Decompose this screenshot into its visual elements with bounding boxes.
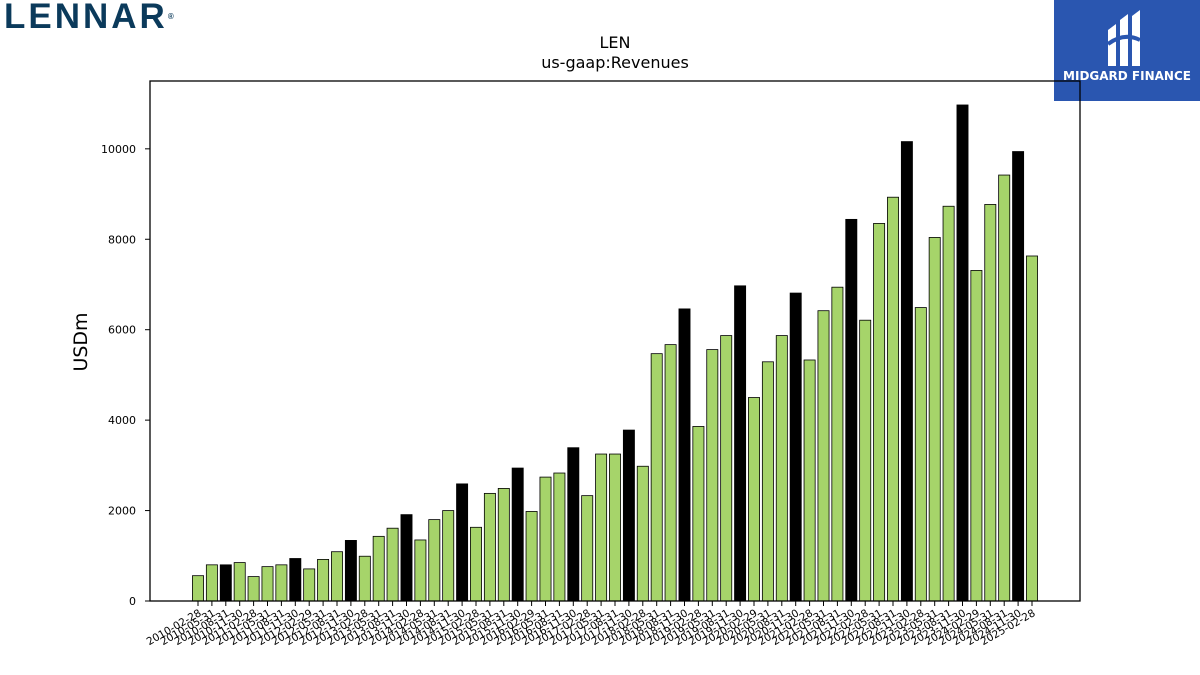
bar-2020-11-30: [789, 292, 802, 602]
bar-2017-11-30: [622, 429, 635, 602]
bar-2019-11-30: [734, 285, 747, 602]
bar-2022-11-30: [900, 141, 913, 602]
bar-2015-05-31: [483, 492, 496, 602]
bar-2012-05-31: [317, 559, 330, 602]
bar-2019-05-31: [706, 349, 719, 602]
bar-2024-11-30: [1012, 151, 1025, 602]
bar-2014-05-31: [428, 519, 441, 602]
bar-2015-02-28: [470, 526, 482, 602]
bar-2018-02-28: [636, 465, 649, 602]
publisher-name: MIDGARD FINANCE: [1063, 69, 1191, 83]
publisher-logo: MIDGARD FINANCE: [1054, 0, 1200, 101]
bar-2011-02-28: [247, 576, 260, 602]
y-tick-label: 0: [129, 595, 136, 608]
bar-2024-08-31: [998, 174, 1011, 602]
y-tick-label: 10000: [101, 143, 136, 156]
bar-2021-02-28: [803, 359, 816, 602]
bar-2017-05-31: [595, 453, 608, 602]
company-logo: LENNAR®: [4, 0, 174, 34]
bar-2018-05-31: [650, 353, 663, 602]
bar-2021-05-31: [817, 310, 830, 602]
company-logo-text: LENNAR: [4, 0, 168, 36]
bar-2020-05-31: [761, 361, 774, 602]
plot-frame: [149, 80, 1081, 602]
bar-2014-11-30: [456, 483, 469, 602]
y-tick-label: 4000: [108, 414, 136, 427]
midgard-mark-icon: [1106, 10, 1141, 66]
bar-2023-02-28: [914, 307, 927, 602]
bar-2024-05-31: [984, 204, 997, 602]
bar-2010-11-30: [233, 562, 246, 602]
bar-2022-05-31: [873, 223, 886, 602]
bar-2021-11-30: [845, 218, 858, 602]
bar-2014-02-28: [414, 539, 427, 602]
bar-2018-08-31: [664, 344, 677, 602]
bar-2021-08-31: [831, 286, 844, 602]
bar-2022-02-28: [859, 319, 872, 602]
y-tick-label: 6000: [108, 324, 136, 337]
bar-2017-02-28: [581, 495, 594, 602]
chart-title: LEN: [600, 33, 631, 52]
bar-2020-02-29: [748, 397, 760, 602]
bars-group: [192, 104, 1038, 602]
x-axis: 2010-02-282010-05-312010-08-312010-11-30…: [145, 601, 1038, 648]
bar-2015-08-31: [497, 488, 510, 602]
bar-2016-11-30: [567, 447, 580, 602]
bar-2020-08-31: [775, 335, 788, 602]
bar-2012-08-31: [331, 551, 343, 602]
bar-2011-05-31: [261, 566, 274, 602]
y-tick-label: 2000: [108, 505, 136, 518]
bar-2010-05-31: [205, 564, 218, 602]
y-tick-label: 8000: [108, 233, 136, 246]
company-logo-reg: ®: [167, 12, 174, 21]
bar-2010-02-28: [192, 575, 204, 602]
bar-2023-11-30: [956, 104, 969, 602]
bar-2018-11-30: [678, 308, 691, 602]
bar-2025-02-28: [1026, 255, 1038, 602]
bar-2019-08-31: [720, 335, 733, 602]
bar-2016-02-29: [525, 511, 538, 602]
bar-2012-11-30: [344, 540, 357, 602]
bar-2016-08-31: [553, 472, 566, 602]
bar-2024-02-29: [970, 270, 983, 602]
bar-2010-08-31: [219, 564, 232, 602]
chart-subtitle: us-gaap:Revenues: [541, 53, 689, 72]
bar-2012-02-29: [303, 568, 316, 602]
bar-2011-08-31: [275, 564, 288, 602]
bar-2013-11-30: [400, 514, 413, 602]
bar-2014-08-31: [442, 510, 455, 602]
bar-2013-02-28: [358, 555, 371, 602]
y-axis: 0 2000 4000 6000 8000 10000: [101, 143, 150, 608]
bar-2019-02-28: [692, 426, 705, 602]
bar-2023-05-31: [928, 237, 941, 602]
bar-2023-08-31: [942, 205, 955, 602]
bar-2013-05-31: [372, 535, 385, 602]
bar-2011-11-30: [289, 558, 302, 602]
bar-2016-05-31: [539, 476, 552, 602]
y-axis-label: USDm: [70, 312, 92, 371]
bar-2017-08-31: [609, 453, 621, 602]
bar-2013-08-31: [386, 527, 399, 602]
bar-2015-11-30: [511, 467, 524, 602]
bar-2022-08-31: [887, 196, 899, 602]
